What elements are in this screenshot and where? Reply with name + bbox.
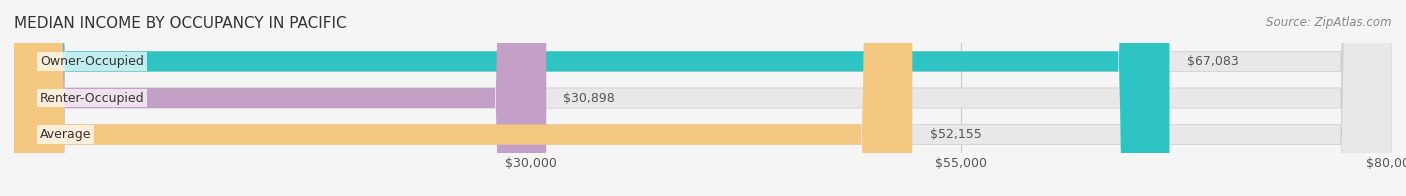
FancyBboxPatch shape	[14, 0, 547, 196]
Text: $52,155: $52,155	[929, 128, 981, 141]
Text: Source: ZipAtlas.com: Source: ZipAtlas.com	[1267, 16, 1392, 29]
Text: Renter-Occupied: Renter-Occupied	[39, 92, 145, 104]
FancyBboxPatch shape	[14, 0, 1392, 196]
FancyBboxPatch shape	[14, 0, 1170, 196]
FancyBboxPatch shape	[14, 0, 1392, 196]
FancyBboxPatch shape	[14, 0, 912, 196]
Text: $30,898: $30,898	[564, 92, 616, 104]
Text: MEDIAN INCOME BY OCCUPANCY IN PACIFIC: MEDIAN INCOME BY OCCUPANCY IN PACIFIC	[14, 16, 347, 31]
FancyBboxPatch shape	[14, 0, 1392, 196]
Text: Owner-Occupied: Owner-Occupied	[39, 55, 143, 68]
Text: Average: Average	[39, 128, 91, 141]
Text: $67,083: $67,083	[1187, 55, 1239, 68]
